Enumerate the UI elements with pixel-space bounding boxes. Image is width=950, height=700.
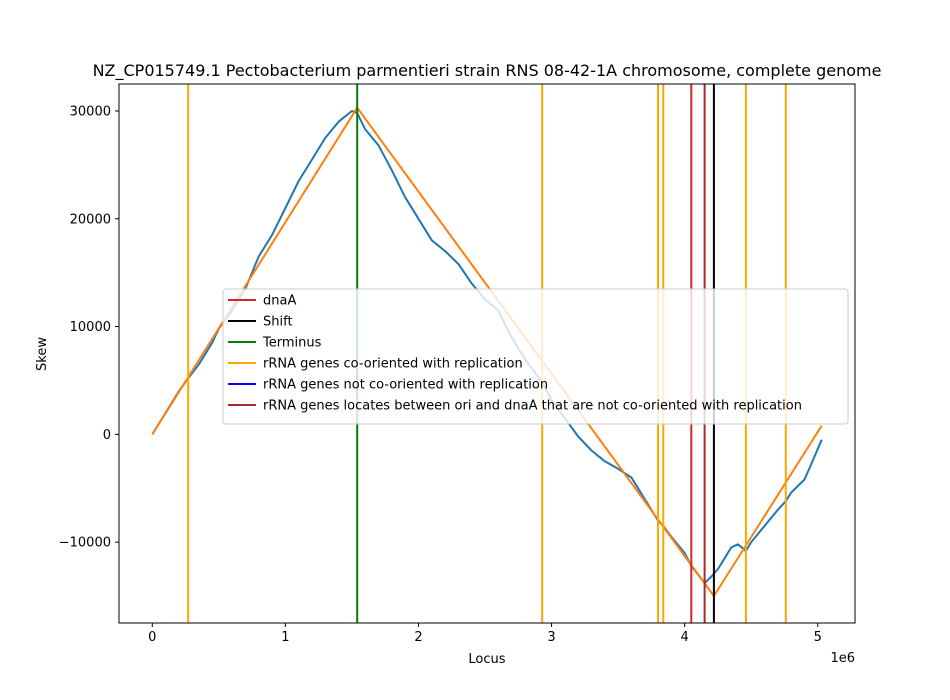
- y-tick-label: 0: [103, 428, 111, 443]
- chart-title: NZ_CP015749.1 Pectobacterium parmentieri…: [93, 61, 882, 81]
- plot-frame: [118, 83, 856, 624]
- x-tick-label: 5: [814, 630, 822, 645]
- y-axis-label: Skew: [35, 337, 50, 371]
- y-tick-label: 30000: [70, 104, 111, 119]
- y-tick-label: −10000: [59, 536, 111, 551]
- x-tick-label: 1: [281, 630, 289, 645]
- y-tick-label: 20000: [70, 212, 111, 227]
- x-tick-label: 4: [681, 630, 689, 645]
- legend-label: rRNA genes locates between ori and dnaA …: [263, 399, 802, 414]
- y-tick-label: 10000: [70, 320, 111, 335]
- x-tick-label: 2: [414, 630, 422, 645]
- x-tick-label: 3: [547, 630, 555, 645]
- x-axis-label: Locus: [468, 652, 505, 667]
- legend-label: rRNA genes not co-oriented with replicat…: [263, 378, 548, 393]
- x-axis-offset-label: 1e6: [830, 651, 855, 666]
- legend-label: Terminus: [262, 336, 322, 351]
- legend-label: Shift: [263, 315, 293, 330]
- x-tick-label: 0: [148, 630, 156, 645]
- legend-label: rRNA genes co-oriented with replication: [263, 357, 523, 372]
- legend-box: [222, 288, 849, 425]
- axis-ticks: 0 1 2 3 4 5 −10000 0 10000 20000 30000: [59, 104, 822, 645]
- legend: dnaA Shift Terminus rRNA genes co-oriented …: [222, 288, 849, 425]
- legend-label: dnaA: [263, 294, 296, 309]
